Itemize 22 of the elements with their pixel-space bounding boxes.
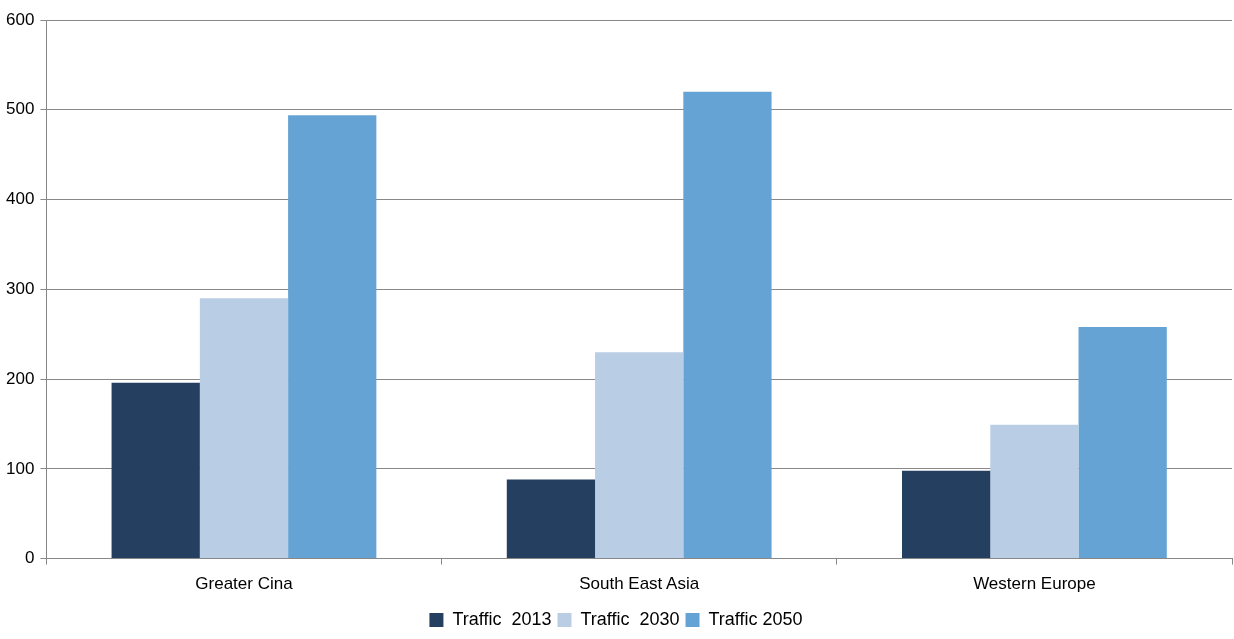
bar <box>683 91 772 559</box>
bar <box>595 352 684 559</box>
legend-label: Traffic 2050 <box>708 608 803 629</box>
y-tick-label: 0 <box>24 548 35 568</box>
y-tick-label: 500 <box>5 99 35 119</box>
legend-label: Traffic 2013 <box>452 608 552 629</box>
y-tick-label: 100 <box>5 458 35 478</box>
y-tick-label: 300 <box>5 278 35 298</box>
bar <box>288 115 377 559</box>
bar <box>111 382 200 559</box>
x-tick-label: Western Europe <box>973 574 1096 594</box>
x-tick-label: Greater Cina <box>195 574 294 594</box>
x-tick-label: South East Asia <box>579 574 700 594</box>
legend-label: Traffic 2030 <box>580 608 680 629</box>
bar <box>902 470 991 559</box>
y-tick-label: 400 <box>5 189 35 209</box>
y-tick-label: 200 <box>5 368 35 388</box>
bar <box>990 424 1079 559</box>
bar <box>199 298 289 559</box>
y-tick-label: 600 <box>5 9 35 29</box>
bar <box>1078 327 1167 559</box>
bar <box>506 479 596 559</box>
